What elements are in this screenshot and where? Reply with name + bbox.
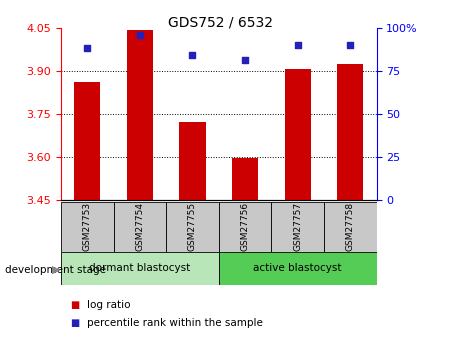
Bar — [272, 202, 324, 252]
Point — [83, 46, 91, 51]
Bar — [219, 252, 377, 285]
Point — [241, 58, 249, 63]
Text: GSM27753: GSM27753 — [83, 202, 92, 252]
Bar — [324, 202, 377, 252]
Text: development stage: development stage — [5, 265, 106, 275]
Bar — [285, 69, 311, 200]
Text: ▶: ▶ — [52, 265, 61, 275]
Bar — [232, 158, 258, 200]
Text: GSM27756: GSM27756 — [240, 202, 249, 252]
Point — [189, 52, 196, 58]
Text: log ratio: log ratio — [87, 300, 130, 310]
Text: GDS752 / 6532: GDS752 / 6532 — [169, 16, 273, 30]
Text: percentile rank within the sample: percentile rank within the sample — [87, 318, 263, 327]
Bar — [127, 30, 153, 200]
Text: GSM27758: GSM27758 — [346, 202, 355, 252]
Bar — [219, 202, 272, 252]
Bar — [166, 202, 219, 252]
Bar — [114, 202, 166, 252]
Bar — [61, 202, 114, 252]
Point — [294, 42, 301, 48]
Text: dormant blastocyst: dormant blastocyst — [89, 263, 190, 273]
Bar — [61, 252, 219, 285]
Text: GSM27757: GSM27757 — [293, 202, 302, 252]
Text: GSM27755: GSM27755 — [188, 202, 197, 252]
Text: GSM27754: GSM27754 — [135, 202, 144, 252]
Bar — [337, 63, 364, 200]
Bar — [74, 82, 100, 200]
Point — [347, 42, 354, 48]
Text: ■: ■ — [70, 300, 79, 310]
Point — [136, 32, 143, 37]
Text: ■: ■ — [70, 318, 79, 327]
Text: active blastocyst: active blastocyst — [253, 263, 342, 273]
Bar — [179, 122, 206, 200]
